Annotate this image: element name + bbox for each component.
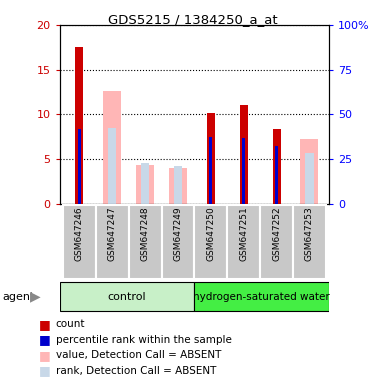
Text: GSM647247: GSM647247	[108, 207, 117, 261]
Text: ■: ■	[38, 349, 50, 362]
Text: value, Detection Call = ABSENT: value, Detection Call = ABSENT	[56, 350, 221, 360]
Bar	[242, 138, 245, 204]
Bar	[78, 129, 81, 204]
Bar	[275, 146, 278, 204]
Text: GSM647253: GSM647253	[305, 207, 314, 262]
Bar	[103, 91, 121, 204]
Text: ■: ■	[38, 333, 50, 346]
Bar	[239, 105, 248, 204]
Bar	[194, 205, 227, 279]
Bar	[305, 152, 313, 204]
Text: GSM647251: GSM647251	[239, 207, 248, 262]
Text: ■: ■	[38, 318, 50, 331]
Text: GDS5215 / 1384250_a_at: GDS5215 / 1384250_a_at	[108, 13, 277, 26]
Text: count: count	[56, 319, 85, 329]
Bar	[209, 137, 213, 204]
Text: GSM647248: GSM647248	[141, 207, 150, 261]
Bar	[300, 139, 318, 204]
Bar	[60, 282, 194, 311]
Bar	[96, 205, 129, 279]
Bar	[194, 282, 329, 311]
Text: GSM647252: GSM647252	[272, 207, 281, 261]
Bar	[129, 205, 162, 279]
Bar	[174, 166, 182, 204]
Bar	[273, 129, 281, 204]
Bar	[260, 205, 293, 279]
Text: ■: ■	[38, 364, 50, 377]
Bar	[75, 47, 84, 204]
Bar	[169, 168, 187, 204]
Text: GSM647246: GSM647246	[75, 207, 84, 261]
Text: ▶: ▶	[30, 290, 41, 304]
Text: rank, Detection Call = ABSENT: rank, Detection Call = ABSENT	[56, 366, 216, 376]
Bar	[108, 127, 116, 204]
Text: control: control	[108, 291, 146, 302]
Text: percentile rank within the sample: percentile rank within the sample	[56, 335, 232, 345]
Bar	[227, 205, 260, 279]
Bar	[207, 113, 215, 204]
Text: hydrogen-saturated water: hydrogen-saturated water	[193, 291, 330, 302]
Text: agent: agent	[2, 291, 34, 302]
Text: GSM647249: GSM647249	[174, 207, 182, 261]
Bar	[141, 163, 149, 204]
Bar	[63, 205, 96, 279]
Bar	[136, 165, 154, 204]
Bar	[162, 205, 194, 279]
Bar	[293, 205, 326, 279]
Text: GSM647250: GSM647250	[206, 207, 215, 262]
